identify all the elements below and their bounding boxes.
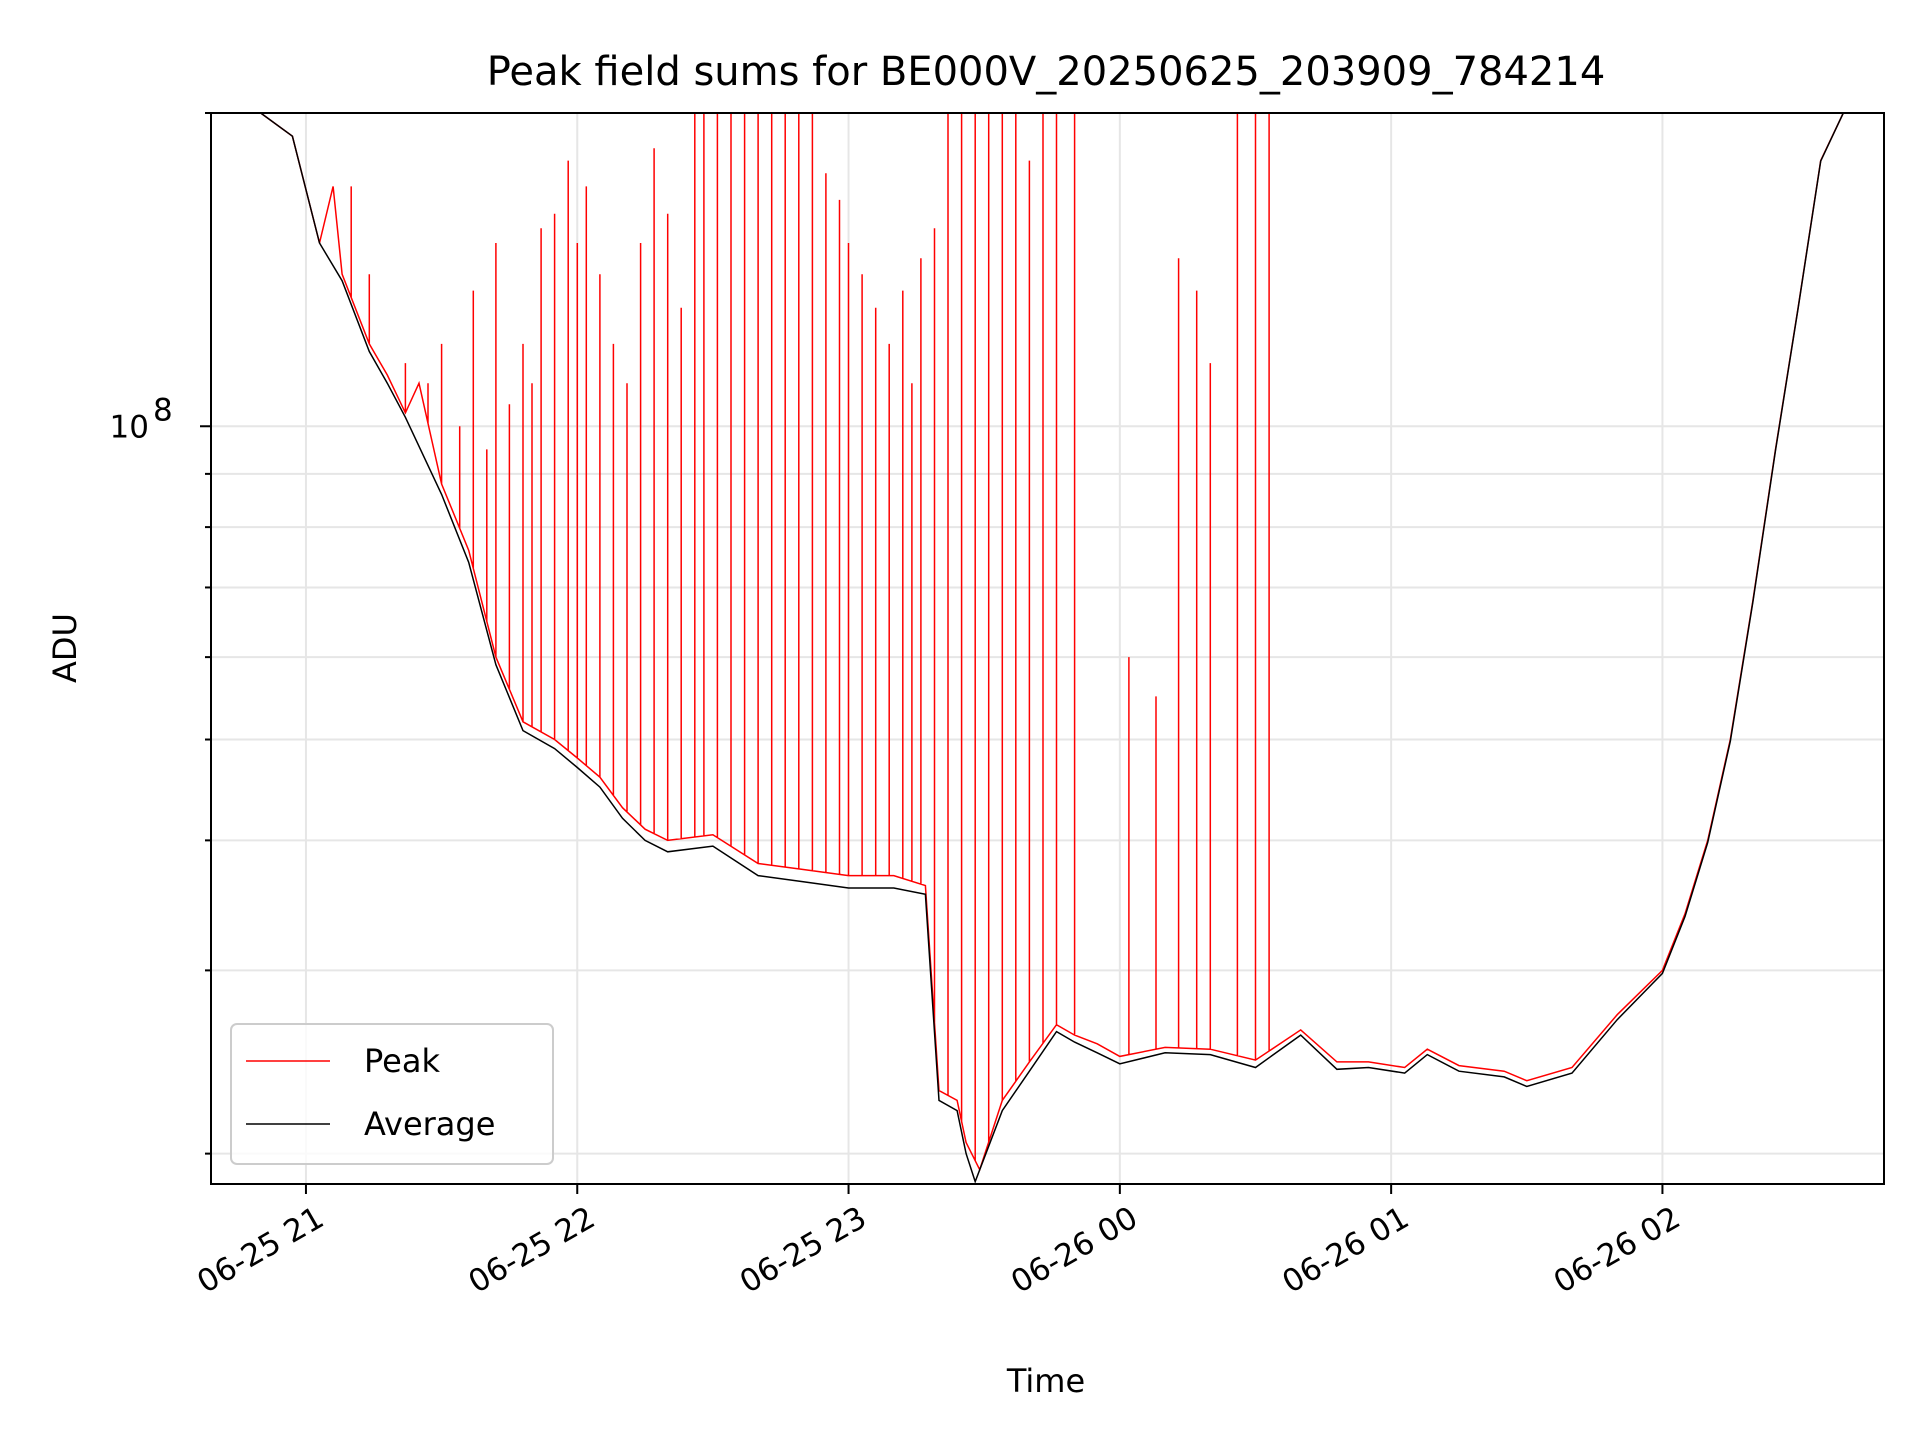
y-tick-label: 10 [110, 409, 149, 445]
legend: Peak Average [230, 1023, 554, 1165]
legend-label-peak: Peak [364, 1042, 440, 1080]
series-line-average [211, 113, 1884, 1184]
y-tick-exponent: 8 [153, 392, 173, 428]
plot-area [211, 113, 1884, 1184]
x-axis-label: Time [1006, 1362, 1085, 1400]
legend-box [230, 1023, 554, 1165]
legend-label-average: Average [364, 1105, 495, 1143]
chart-title: Peak field sums for BE000V_20250625_2039… [487, 49, 1606, 95]
y-axis: 10 8 [110, 112, 211, 1155]
plot-frame [210, 112, 1885, 1185]
y-axis-label: ADU [46, 613, 84, 683]
